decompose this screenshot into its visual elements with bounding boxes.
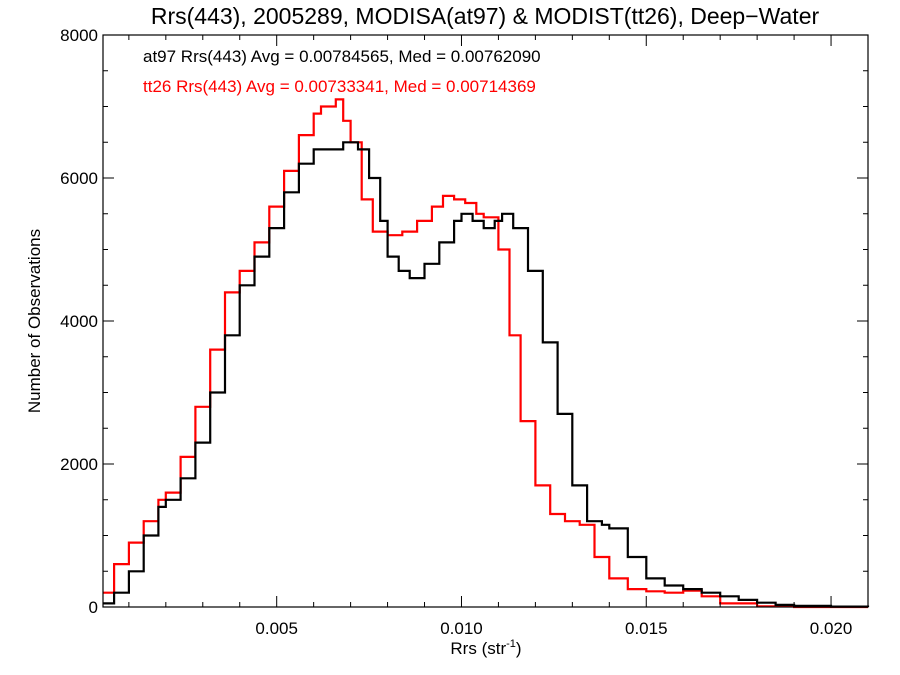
chart-title: Rrs(443), 2005289, MODISA(at97) & MODIST… xyxy=(151,3,820,29)
x-axis-label-main: Rrs (str xyxy=(450,639,506,658)
y-tick-label: 0 xyxy=(89,598,98,617)
y-axis-label: Number of Observations xyxy=(25,229,44,413)
x-axis-label-close: ) xyxy=(516,639,522,658)
series-layer xyxy=(103,98,870,609)
annotation-tt26: tt26 Rrs(443) Avg = 0.00733341, Med = 0.… xyxy=(143,77,536,96)
tick-layer: 0 2000 4000 6000 8000 0.005 0.010 0.015 0.020 xyxy=(60,26,868,638)
x-axis-label: Rrs (str-1) xyxy=(450,638,521,658)
x-tick-label: 0.015 xyxy=(625,619,668,638)
x-axis-label-superscript: -1 xyxy=(506,638,516,650)
y-tick-label: 4000 xyxy=(60,312,98,331)
x-tick-label: 0.020 xyxy=(810,619,853,638)
x-tick-label: 0.010 xyxy=(440,619,483,638)
x-tick-label: 0.005 xyxy=(255,619,298,638)
plot-frame xyxy=(102,34,869,608)
annotation-at97: at97 Rrs(443) Avg = 0.00784565, Med = 0.… xyxy=(143,47,541,66)
y-tick-label: 6000 xyxy=(60,169,98,188)
y-tick-label: 8000 xyxy=(60,26,98,45)
series-line-at97 xyxy=(103,141,870,608)
series-line-tt26 xyxy=(103,98,868,609)
y-tick-label: 2000 xyxy=(60,455,98,474)
